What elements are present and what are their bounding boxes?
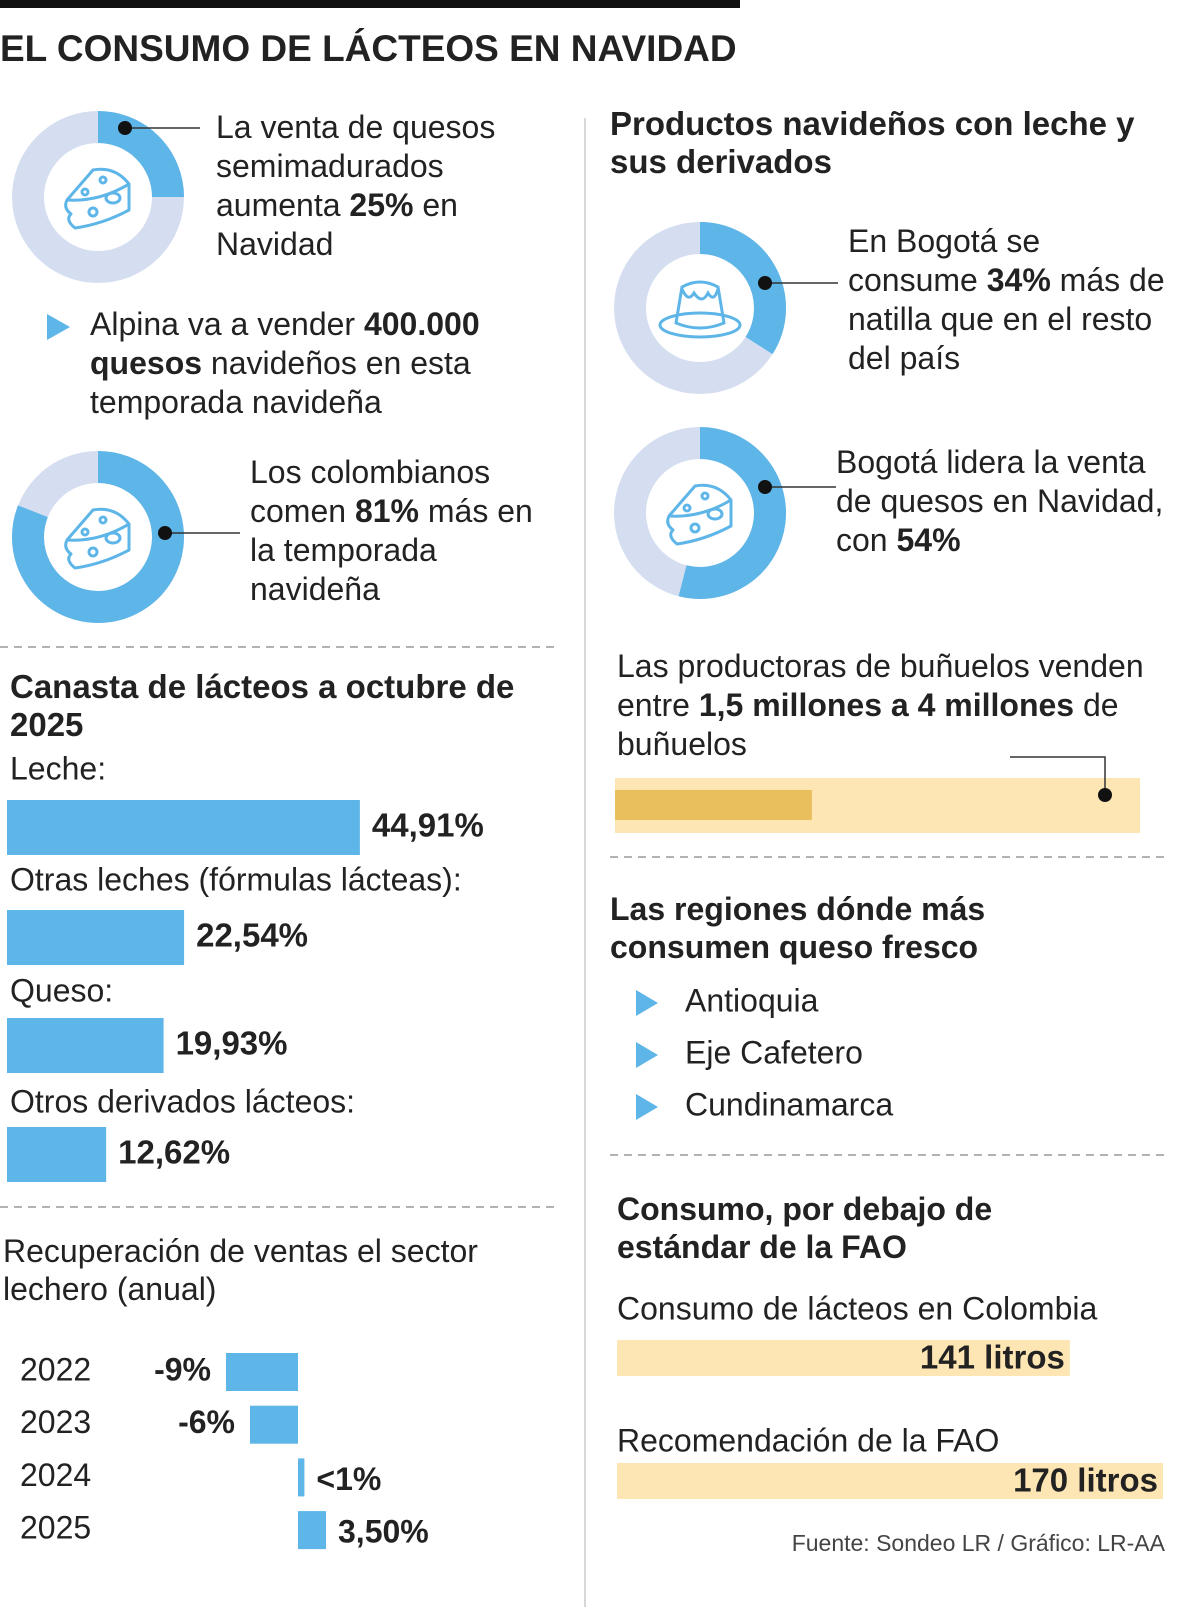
icon-shape [80,187,90,197]
icon-shape [66,182,130,202]
connector-dot [158,526,172,540]
donut-arc [97,111,184,198]
value-label: 141 litros [920,1339,1065,1376]
icon-shape [64,507,131,570]
icon-shape [104,191,122,205]
icon-shape [680,288,720,301]
section-title: Canasta de lácteos a octubre de 2025 [10,668,515,743]
bar [7,1127,107,1182]
bar [617,1463,1163,1499]
range-min-bar [615,790,812,820]
year-label: 2022 [20,1351,91,1387]
icon-shape [666,483,733,546]
icon-shape [658,311,742,339]
icon-shape [682,503,692,513]
bar [7,800,360,855]
donut-arc [678,427,786,599]
icon-shape [674,280,726,330]
value-label: 3,50% [338,1514,429,1550]
category-label: Otras leches (fórmulas lácteas): [10,861,462,897]
donut-text: La venta de quesos semimadurados aumenta… [216,109,496,262]
icon-shape [80,527,90,537]
natilla-icon [658,280,742,339]
value-label: 19,93% [176,1025,288,1062]
value-label: 12,62% [118,1134,230,1171]
value-label: -9% [154,1351,211,1387]
region: Antioquia [685,982,819,1018]
cheese-icon [64,507,131,570]
donut-text: Bogotá lidera la venta de quesos en Navi… [836,444,1164,558]
main-title: EL CONSUMO DE LÁCTEOS EN NAVIDAD [0,28,737,69]
bar [226,1353,298,1391]
section-title: Consumo, por debajo de estándar de la FA… [617,1191,993,1265]
bar [250,1405,298,1444]
bullet [47,314,70,340]
donut-text: Los colombianos comen 81% más en la temp… [250,454,533,607]
region: Eje Cafetero [685,1034,863,1070]
section-title: Las regiones dónde más consumen queso fr… [610,891,986,965]
connector-dot [1098,788,1112,802]
top-rule [0,0,740,8]
donut-text: En Bogotá se consume 34% más de natilla … [848,223,1165,376]
icon-shape [87,206,99,218]
alpina-text: Alpina va a vender 400.000 quesos navide… [90,306,480,420]
value-label: -6% [178,1404,235,1440]
donut-arc [699,222,786,355]
year-label: 2024 [20,1457,91,1493]
bar [7,1018,164,1073]
section-title: Recuperación de ventas el sector lechero… [3,1233,478,1307]
bar [298,1511,326,1550]
icon-shape [700,491,710,501]
category-label: Consumo de lácteos en Colombia [617,1290,1097,1326]
connector [1010,756,1106,795]
bar [298,1458,305,1497]
cheese-icon [64,167,131,230]
icon-shape [64,167,131,230]
category-label: Recomendación de la FAO [617,1422,999,1458]
icon-shape [66,522,130,542]
bar [7,910,185,965]
value-label: 22,54% [196,917,308,954]
category-label: Leche: [10,750,106,786]
cheese-icon [666,483,733,546]
category-label: Queso: [10,972,113,1008]
bunuelos-text: Las productoras de buñuelos venden entre… [617,648,1144,762]
bullet [636,1042,658,1068]
icon-shape [87,546,99,558]
icon-shape [104,531,122,545]
bar [617,1340,1070,1376]
section-title: Productos navideños con leche y sus deri… [610,105,1135,180]
icon-shape [98,515,108,525]
value-label: <1% [316,1461,381,1497]
region: Cundinamarca [685,1086,893,1122]
value-label: 44,91% [372,807,484,844]
source: Fuente: Sondeo LR / Gráfico: LR-AA [791,1530,1165,1556]
connector-dot [758,276,772,290]
icon-shape [689,522,701,534]
year-label: 2025 [20,1510,91,1546]
year-label: 2023 [20,1404,91,1440]
icon-shape [706,507,724,521]
connector-dot [758,480,772,494]
donut-arc [12,451,184,623]
bullet [636,990,658,1016]
icon-shape [668,498,732,518]
icon-shape [98,175,108,185]
separators [0,646,1170,1208]
connector-dot [118,121,132,135]
bullet [636,1094,658,1120]
category-label: Otros derivados lácteos: [10,1083,355,1119]
value-label: 170 litros [1013,1462,1158,1499]
